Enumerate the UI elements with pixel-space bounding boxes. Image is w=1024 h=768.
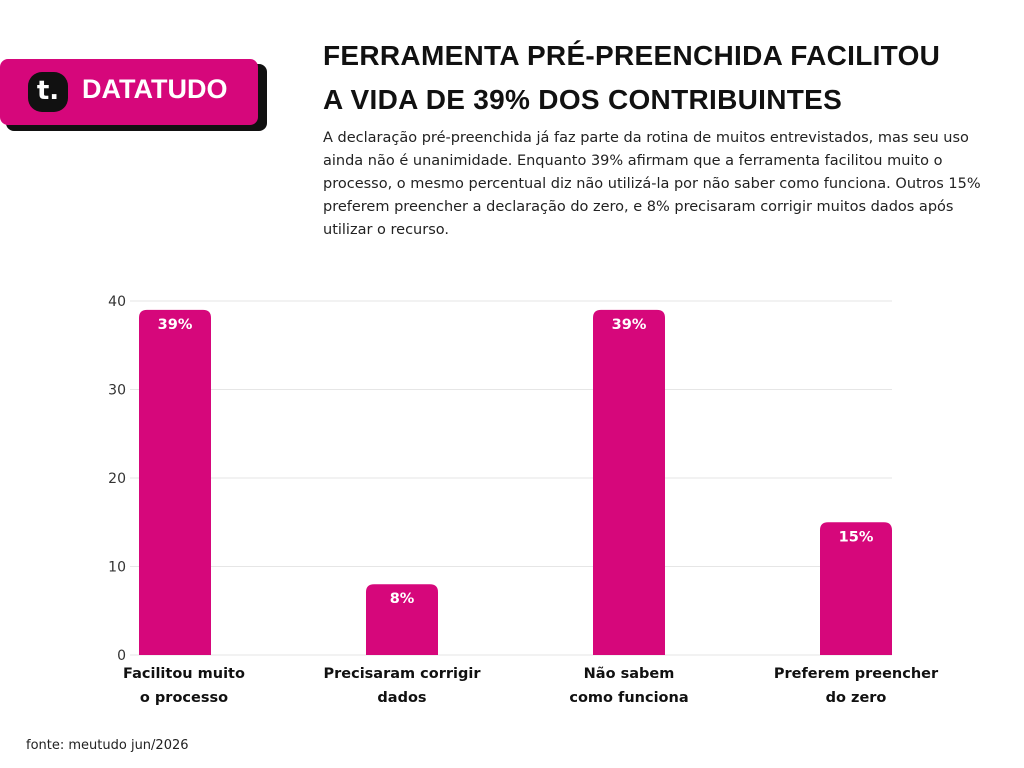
chart-title: FERRAMENTA PRÉ-PREENCHIDA FACILITOU A VI… [323,40,941,115]
logo: t. DATATUDO [0,59,258,125]
y-tick-label: 10 [108,560,126,576]
logo-icon: t. [28,72,68,112]
bar [593,309,665,655]
bar [366,584,438,655]
x-tick-label: Facilitou muito o processo [123,666,245,706]
y-tick-label: 40 [108,294,126,310]
x-tick-label: Precisaram corrigir dados [323,666,481,706]
source: fonte: meutudo jun/2026 [26,738,189,753]
value-label: 39% [158,317,193,333]
bar [139,309,211,655]
y-tick-label: 0 [117,648,126,664]
x-tick-label: Não sabem como funciona [569,666,689,706]
chart-subtitle: A declaração pré-preenchida já faz parte… [323,130,981,238]
y-tick-label: 30 [108,383,126,399]
value-label: 8% [390,591,415,607]
value-label: 39% [612,317,647,333]
brand-name: DATATUDO [82,74,228,104]
bar [820,522,892,655]
y-tick-label: 20 [108,471,126,487]
x-tick-label: Preferem preencher do zero [773,666,939,706]
value-label: 15% [839,529,874,545]
